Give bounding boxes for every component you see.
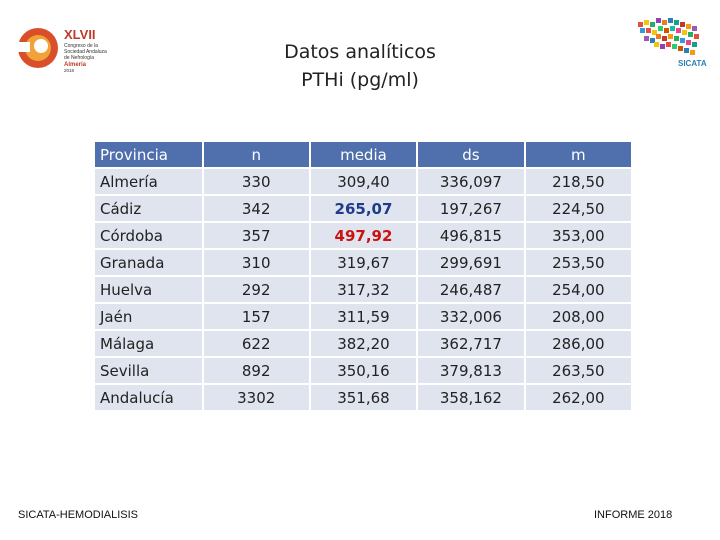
header-m: m bbox=[525, 142, 631, 167]
cell-ds: 197,267 bbox=[418, 196, 524, 221]
cell-provincia: Cádiz bbox=[95, 196, 202, 221]
cell-media: 317,32 bbox=[310, 277, 417, 302]
pthi-data-table: Provincia n media ds m Almería 330 309,4… bbox=[93, 140, 633, 412]
cell-provincia: Granada bbox=[95, 250, 202, 275]
cell-m: 353,00 bbox=[525, 223, 631, 248]
table-row: Huelva 292 317,32 246,487 254,00 bbox=[95, 277, 631, 302]
cell-ds: 496,815 bbox=[418, 223, 524, 248]
footer-report: INFORME 2018 bbox=[594, 509, 673, 521]
cell-media-max: 497,92 bbox=[310, 223, 417, 248]
sicata-logo: SICATA bbox=[630, 8, 710, 72]
cell-n: 292 bbox=[203, 277, 309, 302]
sicata-logo-text: SICATA bbox=[678, 59, 707, 68]
cell-ds: 246,487 bbox=[418, 277, 524, 302]
congress-line3: de Nefrología bbox=[64, 55, 94, 61]
table-row: Málaga 622 382,20 362,717 286,00 bbox=[95, 331, 631, 356]
cell-n: 342 bbox=[203, 196, 309, 221]
cell-provincia: Almería bbox=[95, 169, 202, 194]
cell-provincia: Huelva bbox=[95, 277, 202, 302]
cell-media: 311,59 bbox=[310, 304, 417, 329]
cell-media: 351,68 bbox=[310, 385, 417, 410]
table-row: Sevilla 892 350,16 379,813 263,50 bbox=[95, 358, 631, 383]
table-row: Almería 330 309,40 336,097 218,50 bbox=[95, 169, 631, 194]
cell-n: 157 bbox=[203, 304, 309, 329]
cell-media: 319,67 bbox=[310, 250, 417, 275]
table-row-total: Andalucía 3302 351,68 358,162 262,00 bbox=[95, 385, 631, 410]
cell-m: 253,50 bbox=[525, 250, 631, 275]
table-row: Cádiz 342 265,07 197,267 224,50 bbox=[95, 196, 631, 221]
cell-ds: 379,813 bbox=[418, 358, 524, 383]
cell-m: 286,00 bbox=[525, 331, 631, 356]
cell-ds: 332,006 bbox=[418, 304, 524, 329]
cell-n: 3302 bbox=[203, 385, 309, 410]
congress-line1: Congreso de la bbox=[64, 43, 98, 49]
table-header-row: Provincia n media ds m bbox=[95, 142, 631, 167]
congress-logo: XLVII Congreso de la Sociedad Andaluza d… bbox=[14, 22, 114, 78]
title-line-2: PTHi (pg/ml) bbox=[301, 69, 419, 91]
table-row: Córdoba 357 497,92 496,815 353,00 bbox=[95, 223, 631, 248]
cell-ds: 362,717 bbox=[418, 331, 524, 356]
header-n: n bbox=[203, 142, 309, 167]
cell-media: 382,20 bbox=[310, 331, 417, 356]
cell-provincia: Sevilla bbox=[95, 358, 202, 383]
congress-date: 2018 bbox=[64, 68, 75, 73]
congress-city: Almería bbox=[64, 62, 87, 68]
cell-n: 622 bbox=[203, 331, 309, 356]
cell-m: 262,00 bbox=[525, 385, 631, 410]
cell-ds: 336,097 bbox=[418, 169, 524, 194]
cell-provincia: Córdoba bbox=[95, 223, 202, 248]
cell-ds: 358,162 bbox=[418, 385, 524, 410]
cell-ds: 299,691 bbox=[418, 250, 524, 275]
table-row: Jaén 157 311,59 332,006 208,00 bbox=[95, 304, 631, 329]
footer-source: SICATA-HEMODIALISIS bbox=[18, 509, 139, 521]
cell-provincia: Andalucía bbox=[95, 385, 202, 410]
cell-media: 350,16 bbox=[310, 358, 417, 383]
cell-m: 218,50 bbox=[525, 169, 631, 194]
cell-n: 330 bbox=[203, 169, 309, 194]
cell-n: 310 bbox=[203, 250, 309, 275]
header-ds: ds bbox=[418, 142, 524, 167]
cell-n: 357 bbox=[203, 223, 309, 248]
congress-number: XLVII bbox=[64, 27, 96, 42]
title-line-1: Datos analíticos bbox=[284, 41, 436, 63]
table-row: Granada 310 319,67 299,691 253,50 bbox=[95, 250, 631, 275]
cell-media-min: 265,07 bbox=[310, 196, 417, 221]
slide-title: Datos analíticos PTHi (pg/ml) bbox=[0, 38, 720, 94]
cell-m: 254,00 bbox=[525, 277, 631, 302]
cell-provincia: Jaén bbox=[95, 304, 202, 329]
cell-m: 208,00 bbox=[525, 304, 631, 329]
cell-provincia: Málaga bbox=[95, 331, 202, 356]
cell-m: 224,50 bbox=[525, 196, 631, 221]
header-media: media bbox=[310, 142, 417, 167]
cell-m: 263,50 bbox=[525, 358, 631, 383]
cell-n: 892 bbox=[203, 358, 309, 383]
header-provincia: Provincia bbox=[95, 142, 202, 167]
cell-media: 309,40 bbox=[310, 169, 417, 194]
congress-line2: Sociedad Andaluza bbox=[64, 49, 107, 55]
